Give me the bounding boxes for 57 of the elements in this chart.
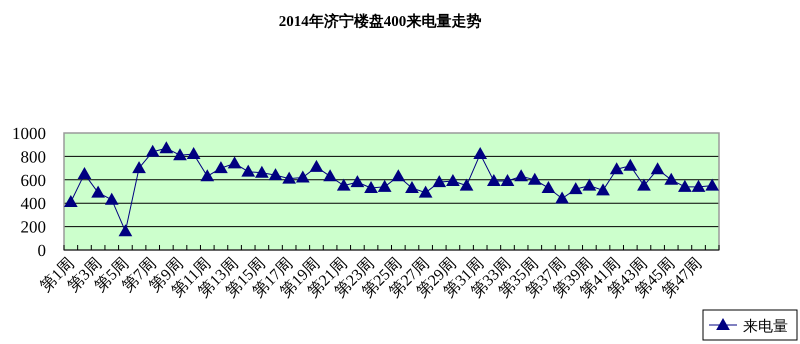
point xyxy=(624,159,637,171)
point xyxy=(405,181,418,193)
point xyxy=(610,162,624,174)
point xyxy=(214,162,228,174)
point xyxy=(255,166,268,178)
point xyxy=(173,148,186,160)
ytick: 400 xyxy=(20,194,46,214)
point xyxy=(282,172,296,184)
point xyxy=(200,170,214,182)
point xyxy=(64,196,78,208)
point xyxy=(160,142,173,154)
point xyxy=(310,160,323,172)
point xyxy=(242,165,255,177)
point xyxy=(514,170,528,182)
point xyxy=(706,179,719,191)
point xyxy=(337,179,350,191)
point xyxy=(664,173,678,185)
ytick: 800 xyxy=(20,147,46,166)
point xyxy=(269,168,282,180)
point xyxy=(446,174,460,186)
point xyxy=(228,156,242,168)
point xyxy=(187,148,200,160)
point xyxy=(146,145,160,157)
point xyxy=(528,173,542,185)
point xyxy=(487,174,500,186)
point xyxy=(678,180,692,192)
ytick: 600 xyxy=(20,170,46,190)
point xyxy=(432,176,446,188)
point xyxy=(692,180,706,192)
ytick: 0 xyxy=(38,241,46,260)
ytick: 200 xyxy=(20,218,46,237)
point xyxy=(556,192,569,204)
point xyxy=(392,170,405,182)
point xyxy=(651,162,664,174)
legend-label: 来电量 xyxy=(743,318,788,335)
point xyxy=(324,170,337,182)
point xyxy=(350,176,364,188)
point xyxy=(596,184,610,196)
point xyxy=(92,186,105,198)
point xyxy=(296,170,310,182)
point xyxy=(419,186,432,198)
point xyxy=(637,179,650,191)
point xyxy=(364,181,378,193)
point xyxy=(118,224,132,236)
point xyxy=(474,148,487,160)
point xyxy=(569,182,582,194)
point xyxy=(500,174,514,186)
point xyxy=(582,179,596,191)
legend: 来电量 xyxy=(702,310,798,340)
ytick: 1000 xyxy=(12,124,46,143)
point xyxy=(132,162,146,174)
point xyxy=(378,180,392,192)
point xyxy=(542,181,555,193)
title: 2014年济宁楼盘400来电量走势 xyxy=(278,14,482,30)
point xyxy=(105,193,118,205)
point xyxy=(460,179,474,191)
point xyxy=(78,167,91,179)
